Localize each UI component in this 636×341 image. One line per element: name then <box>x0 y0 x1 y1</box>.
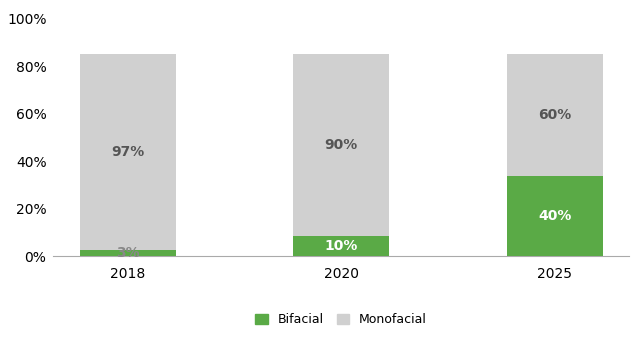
Text: 60%: 60% <box>538 108 572 122</box>
Bar <box>80 55 176 250</box>
Bar <box>293 55 389 236</box>
Bar <box>507 55 603 176</box>
Text: 90%: 90% <box>324 138 358 152</box>
Bar <box>507 176 603 256</box>
Bar <box>293 236 389 256</box>
Text: 97%: 97% <box>111 145 144 159</box>
Legend: Bifacial, Monofacial: Bifacial, Monofacial <box>252 309 431 330</box>
Text: 3%: 3% <box>116 246 139 260</box>
Text: 40%: 40% <box>538 209 572 223</box>
Text: 10%: 10% <box>324 239 358 253</box>
Bar <box>80 250 176 256</box>
